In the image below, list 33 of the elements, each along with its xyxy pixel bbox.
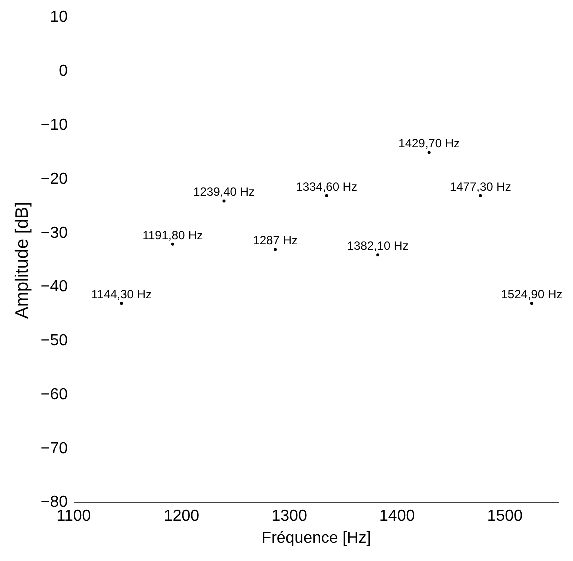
y-tick-label: 0 (59, 63, 68, 80)
y-tick-label: −50 (40, 332, 68, 350)
x-tick-label: 1500 (487, 508, 524, 526)
y-tick-label: −10 (40, 116, 68, 134)
annotation: 1524,90 Hz (501, 288, 563, 302)
point (274, 248, 278, 252)
annotation: 1239,40 Hz (194, 185, 255, 200)
y-axis-title: Amplitude [dB] (12, 202, 32, 320)
x-tick-label: 1400 (380, 508, 416, 526)
annotation: 1477,30 Hz (450, 180, 512, 194)
point (222, 200, 226, 203)
annotation: 1191,80 Hz (142, 228, 204, 242)
annotation: 1382,10 Hz (347, 239, 409, 254)
x-tick-label: 1300 (272, 508, 308, 526)
annotation: 1144,30 Hz (91, 288, 152, 302)
y-tick-label: −70 (40, 440, 68, 458)
y-tick-label: 10 (50, 9, 68, 26)
point (376, 254, 380, 257)
point (325, 194, 328, 198)
annotation: 1429,70 Hz (398, 136, 460, 151)
y-tick-label: −40 (40, 278, 68, 296)
y-tick-label: −20 (40, 170, 68, 188)
point (479, 194, 482, 198)
annotation: 1287 Hz (253, 234, 298, 248)
y-tick-label: −30 (40, 224, 68, 242)
x-tick-label: 1200 (164, 508, 200, 526)
point (530, 302, 534, 306)
annotation: 1334,60 Hz (296, 180, 358, 194)
x-axis-title: Fréquence [Hz] (262, 530, 372, 547)
point (428, 151, 431, 154)
point (171, 242, 174, 246)
point (120, 302, 124, 306)
y-tick-label: −60 (40, 386, 68, 404)
